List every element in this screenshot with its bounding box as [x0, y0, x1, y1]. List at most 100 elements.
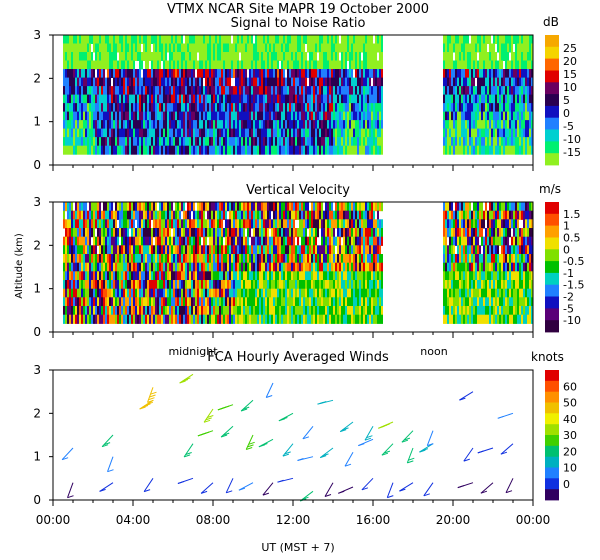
x-tick-label: 12:00 [276, 513, 311, 527]
y-tick-label: 1 [33, 115, 41, 129]
y-tick-label: 0 [33, 325, 41, 339]
colorbar-label: 20 [563, 445, 577, 458]
colorbar-swatch [545, 141, 559, 154]
wind-barb-feather [459, 397, 466, 401]
wind-barb-feather [146, 401, 153, 405]
colorbar-swatch [545, 117, 559, 130]
colorbar-label: 5 [563, 94, 570, 107]
wind-barb [299, 490, 314, 502]
midnight-label: midnight [168, 345, 218, 358]
colorbar-label: 20 [563, 55, 577, 68]
wind-barb [67, 482, 74, 498]
wind-barb [240, 399, 254, 412]
colorbar-label: 60 [563, 380, 577, 393]
wind-barb [324, 482, 334, 497]
colorbar-swatch [545, 213, 559, 226]
wind-barb-feather [427, 443, 434, 447]
wind-barb-feather [179, 380, 186, 384]
y-tick-label: 3 [33, 363, 41, 377]
wind-barb-feather [61, 457, 69, 461]
y-tick-label: 3 [33, 28, 41, 42]
colorbar-swatch [545, 58, 559, 71]
wind-barb-feather [143, 489, 151, 493]
figure-title: VTMX NCAR Site MAPR 19 October 2000 [167, 2, 429, 17]
wind-barb-feather [419, 449, 426, 453]
wind-barb-feather [342, 427, 349, 431]
wind-barb [399, 482, 414, 492]
colorbar-label: 0 [563, 107, 570, 120]
colorbar-label: 30 [563, 429, 577, 442]
wind-barb-feather [246, 447, 253, 450]
wind-barb-feather [223, 432, 230, 436]
y-tick-label: 3 [33, 195, 41, 209]
noon-label: noon [420, 345, 447, 358]
wind-barb-feather [203, 431, 210, 435]
colorbar-swatch [545, 261, 559, 274]
wind-barb-feather [364, 437, 372, 441]
wind-barb-feather [500, 451, 508, 455]
wind-barb-feather [463, 458, 470, 462]
wind-barb [200, 482, 214, 494]
wind-barb-feather [284, 451, 291, 455]
snr-colorbar-unit: dB [543, 15, 559, 29]
colorbar-swatch [545, 284, 559, 297]
wind-barb-feather [101, 444, 109, 448]
x-tick-label: 20:00 [436, 513, 471, 527]
wind-barb-feather [297, 458, 304, 461]
wind-barb-feather [149, 394, 156, 398]
wind-barb [220, 425, 234, 438]
snr-panel-title: Signal to Noise Ratio [231, 16, 366, 31]
wind-barb-feather [383, 423, 390, 427]
colorbar-label: -10 [563, 314, 581, 327]
wind-barb-feather [183, 454, 191, 458]
colorbar-swatch [545, 46, 559, 59]
colorbar-label: 10 [563, 462, 577, 475]
colorbar-label: -0.5 [563, 255, 584, 268]
wind-barb-feather [205, 417, 212, 421]
wind-barb-feather [338, 490, 345, 494]
wind-barb-feather [177, 481, 185, 484]
wind-barb [107, 456, 114, 472]
altitude-axis-label: Altitude (km) [14, 233, 25, 299]
x-tick-label: 16:00 [356, 513, 391, 527]
wind-barb-feather [148, 397, 155, 401]
wind-barb-feather [401, 439, 409, 443]
colorbar-swatch [545, 296, 559, 309]
wind-barb-feather [505, 490, 513, 494]
wind-barb-feather [361, 487, 369, 491]
colorbar-label: 25 [563, 42, 577, 55]
wind-barb [419, 443, 434, 453]
wind-barb [406, 447, 414, 464]
wind-barb-feather [340, 429, 347, 433]
colorbar-label: 50 [563, 397, 577, 410]
wind-barb-feather [243, 406, 250, 410]
colorbar-swatch [545, 249, 559, 262]
colorbar-label: -2 [563, 291, 574, 304]
wind-barb [459, 391, 474, 401]
wind-barb-feather [248, 441, 255, 445]
winds-colorbar-unit: knots [531, 350, 564, 364]
colorbar-label: 1.5 [563, 208, 581, 221]
wind-barb [203, 408, 214, 423]
colorbar-swatch [545, 105, 559, 119]
wind-barb-feather [399, 488, 406, 492]
colorbar-swatch [545, 489, 559, 501]
wind-barb-feather [107, 469, 114, 473]
colorbar-label: -1.5 [563, 279, 584, 292]
y-tick-label: 1 [33, 450, 41, 464]
wind-barb-feather [203, 419, 211, 423]
colorbar-swatch [545, 94, 559, 107]
wind-barb [480, 482, 494, 494]
wind-barb-feather [282, 453, 290, 457]
wind-barb [147, 387, 154, 403]
x-tick-label: 08:00 [196, 513, 231, 527]
wind-barb-feather [141, 405, 149, 408]
wind-barb-feather [181, 379, 189, 382]
x-tick-label: 00:00 [36, 513, 71, 527]
y-tick-label: 2 [33, 406, 41, 420]
colorbar-swatch [545, 202, 559, 215]
colorbar-swatch [545, 370, 559, 382]
wind-barb [61, 447, 74, 461]
wind-barb-feather [103, 442, 111, 446]
colorbar-swatch [545, 413, 559, 425]
